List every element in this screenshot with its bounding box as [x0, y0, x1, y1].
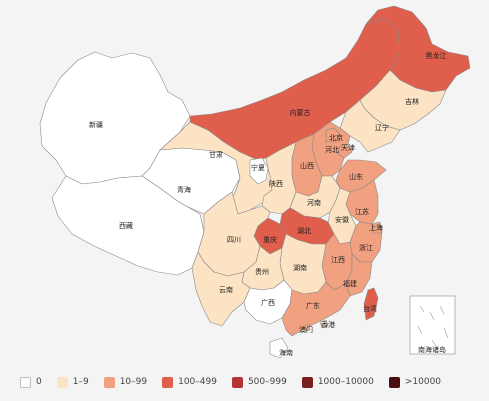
label-jiangxi: 江西 — [331, 256, 345, 264]
label-shanghai: 上海 — [369, 223, 383, 232]
label-neimenggu: 内蒙古 — [290, 108, 311, 117]
province-taiwan[interactable] — [363, 287, 379, 321]
label-tianjin: 天津 — [341, 144, 355, 152]
province-hainan[interactable] — [269, 337, 289, 359]
label-shandong: 山东 — [349, 172, 363, 181]
label-anhui: 安徽 — [335, 215, 349, 224]
label-liaoning: 辽宁 — [375, 123, 389, 132]
label-guizhou: 贵州 — [255, 267, 269, 276]
province-aomen[interactable] — [303, 323, 311, 332]
label-heilongjiang: 黑龙江 — [426, 51, 447, 60]
legend-swatch — [388, 376, 400, 388]
legend-label: 10–99 — [119, 377, 148, 387]
label-hebei: 河北 — [325, 146, 339, 154]
inset-label: 南海诸岛 — [418, 345, 446, 354]
label-hainan: 海南 — [279, 348, 293, 357]
province-xianggang[interactable] — [319, 319, 329, 329]
label-xizang: 西藏 — [119, 221, 133, 230]
legend-swatch — [231, 376, 243, 388]
label-shaanxi: 陕西 — [269, 179, 283, 188]
province-heilongjiang[interactable] — [365, 5, 471, 93]
label-fujian: 福建 — [343, 279, 357, 288]
province-labels: 新疆 西藏 青海 甘肃 内蒙古 黑龙江 吉林 辽宁 北京 天津 河北 山西 宁夏… — [89, 51, 447, 357]
legend-label: 100–499 — [178, 377, 217, 387]
legend-label: >10000 — [404, 377, 442, 387]
label-guangdong: 广东 — [306, 301, 320, 310]
legend-swatch — [301, 376, 313, 388]
label-sichuan: 四川 — [227, 236, 241, 244]
label-yunnan: 云南 — [219, 285, 233, 294]
legend-item-2[interactable]: 10–99 — [103, 376, 148, 388]
legend-item-0[interactable]: 0 — [20, 376, 42, 388]
legend-label: 500–999 — [247, 377, 287, 387]
province-ningxia[interactable] — [249, 157, 269, 185]
label-ningxia: 宁夏 — [251, 163, 265, 172]
label-qinghai: 青海 — [177, 185, 191, 194]
legend-swatch — [162, 376, 174, 388]
legend-item-3[interactable]: 100–499 — [162, 376, 217, 388]
legend-label: 0 — [36, 377, 42, 387]
label-shanxi: 山西 — [300, 161, 314, 170]
legend-swatch — [103, 376, 115, 388]
province-fujian[interactable] — [345, 253, 373, 297]
label-chongqing: 重庆 — [263, 235, 277, 244]
label-beijing: 北京 — [329, 133, 343, 142]
legend-item-5[interactable]: 1000–10000 — [301, 376, 374, 388]
legend-swatch — [20, 376, 31, 388]
label-xinjiang: 新疆 — [89, 120, 103, 129]
label-jilin: 吉林 — [405, 97, 419, 106]
label-guangxi: 广西 — [261, 298, 275, 307]
label-gansu: 甘肃 — [209, 150, 223, 159]
legend-label: 1000–10000 — [317, 377, 374, 387]
label-taiwan: 台湾 — [363, 304, 377, 313]
label-hunan: 湖南 — [293, 263, 307, 272]
south-china-sea-inset: 南海诸岛 — [409, 295, 456, 355]
label-henan: 河南 — [307, 198, 321, 207]
legend: 0 1–9 10–99 100–499 500–999 1000–10000 >… — [20, 372, 485, 392]
label-zhejiang: 浙江 — [359, 243, 373, 252]
legend-swatch — [56, 376, 68, 388]
label-hubei: 湖北 — [297, 226, 311, 235]
legend-item-6[interactable]: >10000 — [388, 376, 442, 388]
legend-item-1[interactable]: 1–9 — [56, 376, 89, 388]
label-xianggang: 香港 — [321, 320, 335, 329]
label-aomen: 澳门 — [299, 325, 313, 334]
legend-label: 1–9 — [72, 377, 89, 387]
legend-item-4[interactable]: 500–999 — [231, 376, 287, 388]
label-jiangsu: 江苏 — [355, 207, 369, 216]
province-guangdong[interactable] — [281, 281, 351, 337]
